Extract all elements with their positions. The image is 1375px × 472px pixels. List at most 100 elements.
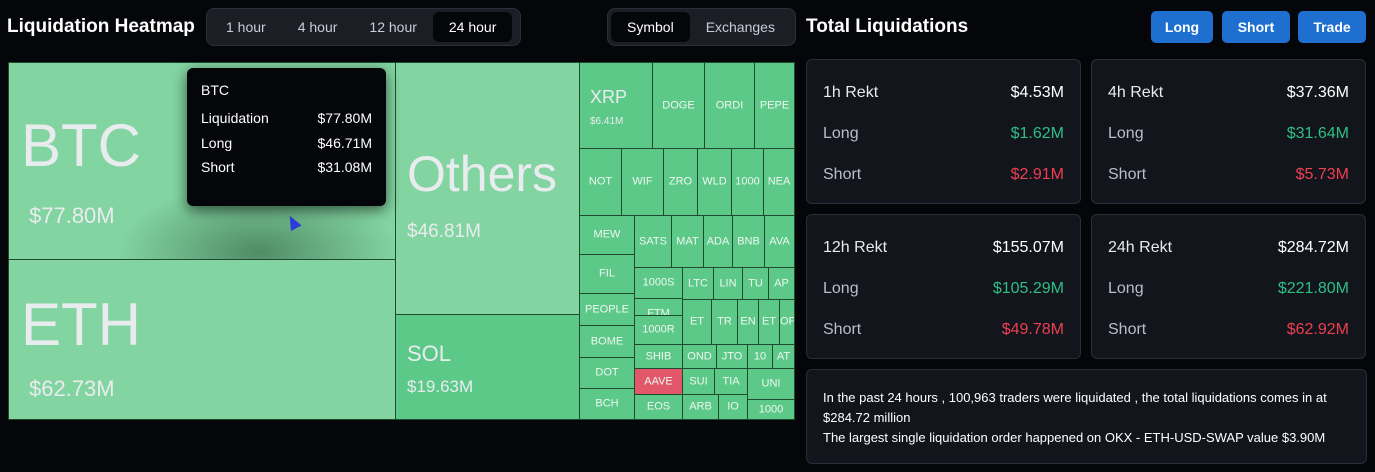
treemap-cell-pepe[interactable]: PEPE	[754, 62, 795, 149]
cell-symbol: WIF	[632, 175, 653, 188]
cell-value: $19.63M	[407, 377, 474, 396]
cell-symbol: ARB	[689, 400, 712, 413]
long-value: $31.64M	[1286, 125, 1349, 142]
treemap-cell-others[interactable]: Others $46.81M	[395, 62, 580, 315]
treemap-tooltip: BTC Liquidation $77.80M Long $46.71M Sho…	[187, 68, 386, 206]
treemap-cell-near[interactable]: NEA	[763, 148, 795, 216]
total-liquidations-title: Total Liquidations	[806, 16, 969, 37]
cell-symbol: 1000	[735, 175, 760, 188]
treemap-cell-sats[interactable]: SATS	[634, 215, 672, 268]
treemap-cell-ens[interactable]: EN	[737, 299, 759, 345]
treemap-cell-sui[interactable]: SUI	[682, 368, 715, 395]
tooltip-row-liquidation: Liquidation $77.80M	[201, 110, 372, 135]
cell-symbol: FIL	[599, 267, 615, 280]
treemap-cell-mew[interactable]: MEW	[579, 215, 635, 255]
cell-symbol: LIN	[719, 277, 737, 289]
view-option-symbol[interactable]: Symbol	[611, 12, 690, 42]
treemap-cell-wld[interactable]: WLD	[697, 148, 732, 216]
cell-symbol: SOL	[407, 341, 452, 366]
view-option-exchanges[interactable]: Exchanges	[705, 19, 775, 35]
cell-symbol: ET	[689, 315, 705, 328]
treemap-cell-bnb[interactable]: BNB	[732, 215, 765, 268]
cell-symbol: ETH	[21, 291, 141, 358]
time-option-4h[interactable]: 4 hour	[297, 19, 338, 35]
treemap-cell-aave[interactable]: AAVE	[634, 368, 683, 395]
tooltip-label: Short	[201, 159, 235, 175]
cell-symbol: AT	[776, 350, 791, 362]
treemap-cell-bch[interactable]: BCH	[579, 388, 635, 420]
summary-line-1: In the past 24 hours , 100,963 traders w…	[823, 390, 1327, 425]
treemap-cell-ordi[interactable]: ORDI	[704, 62, 755, 149]
treemap-cell-sol[interactable]: SOL $19.63M	[395, 314, 580, 420]
treemap-cell-zro[interactable]: ZRO	[663, 148, 698, 216]
card-total: $284.72M	[1277, 239, 1349, 256]
cell-symbol: SUI	[689, 375, 708, 387]
cell-symbol: EN	[740, 315, 756, 328]
time-option-1h[interactable]: 1 hour	[226, 19, 266, 35]
cell-symbol: 1000R	[642, 323, 675, 336]
cell-symbol: FTM	[647, 307, 670, 319]
long-value: $221.80M	[1277, 280, 1349, 297]
cell-symbol: OND	[687, 350, 712, 362]
treemap-cell-1000-2[interactable]: 1000	[747, 399, 795, 420]
tooltip-title: BTC	[201, 82, 229, 98]
stat-card-12h: 12h Rekt $155.07M Long $105.29M Short $49.7…	[806, 214, 1081, 359]
long-button[interactable]: Long	[1151, 11, 1213, 43]
treemap-cell-apt[interactable]: AP	[768, 267, 795, 300]
treemap-cell-op[interactable]: OP	[779, 299, 795, 345]
treemap-cell-ondo[interactable]: OND	[682, 344, 717, 369]
treemap-cell-io[interactable]: IO	[718, 394, 748, 420]
treemap-cell-avax[interactable]: AVA	[764, 215, 795, 268]
treemap-cell-arb[interactable]: ARB	[682, 394, 719, 420]
treemap-cell-tia[interactable]: TIA	[714, 368, 748, 395]
treemap-cell-eth-2[interactable]: ET	[758, 299, 780, 345]
treemap-cell-people[interactable]: PEOPLE	[579, 293, 635, 326]
treemap-cell-ltc[interactable]: LTC	[682, 267, 714, 300]
tooltip-label: Liquidation	[201, 110, 269, 126]
treemap-cell-doge[interactable]: DOGE	[652, 62, 705, 149]
treemap-cell-bome[interactable]: BOME	[579, 325, 635, 358]
treemap-cell-ada[interactable]: ADA	[703, 215, 733, 268]
treemap-cell-1000[interactable]: 1000	[731, 148, 764, 216]
cell-symbol: AAVE	[644, 375, 673, 387]
treemap-cell-wif[interactable]: WIF	[621, 148, 664, 216]
cell-symbol: 1000S	[642, 276, 675, 289]
cell-symbol: AP	[774, 277, 789, 289]
treemap-cell-uni[interactable]: UNI	[747, 368, 795, 400]
short-button[interactable]: Short	[1222, 11, 1290, 43]
tooltip-row-long: Long $46.71M	[201, 135, 372, 160]
cell-symbol: AVA	[769, 235, 790, 247]
treemap-cell-eos[interactable]: EOS	[634, 394, 683, 420]
short-label: Short	[823, 321, 862, 338]
cell-symbol: BTC	[21, 112, 141, 179]
treemap-cell-shib[interactable]: SHIB	[634, 344, 683, 369]
time-option-12h[interactable]: 12 hour	[369, 19, 417, 35]
short-value: $2.91M	[1010, 166, 1064, 183]
stat-card-1h: 1h Rekt $4.53M Long $1.62M Short $2.91M	[806, 59, 1081, 204]
treemap-cell-etc[interactable]: ET	[682, 299, 712, 345]
treemap-cell-atom[interactable]: AT	[772, 344, 795, 369]
treemap-cell-xrp[interactable]: XRP $6.41M	[579, 62, 653, 149]
liquidation-treemap: BTC $77.80M ETH $62.73M Others $46.81M S…	[8, 62, 795, 420]
treemap-cell-eth[interactable]: ETH $62.73M	[8, 259, 396, 420]
treemap-cell-tu[interactable]: TU	[742, 267, 769, 300]
treemap-cell-1000sats[interactable]: 1000S	[634, 267, 683, 299]
card-title: 4h Rekt	[1108, 84, 1164, 101]
trade-button[interactable]: Trade	[1298, 11, 1366, 43]
cell-symbol: WLD	[702, 175, 727, 188]
treemap-cell-10[interactable]: 10	[747, 344, 773, 369]
card-total: $155.07M	[992, 239, 1064, 256]
treemap-cell-link[interactable]: LIN	[713, 267, 743, 300]
time-option-24h[interactable]: 24 hour	[432, 12, 513, 42]
liquidation-summary: In the past 24 hours , 100,963 traders w…	[806, 369, 1367, 464]
treemap-cell-1000rats[interactable]: 1000R	[634, 315, 683, 345]
treemap-cell-dot[interactable]: DOT	[579, 357, 635, 389]
treemap-cell-not[interactable]: NOT	[579, 148, 622, 216]
card-total: $4.53M	[1010, 84, 1064, 101]
treemap-cell-jto[interactable]: JTO	[716, 344, 748, 369]
tooltip-value: $31.08M	[317, 159, 372, 175]
cell-symbol: EOS	[646, 400, 671, 413]
treemap-cell-matic[interactable]: MAT	[671, 215, 704, 268]
treemap-cell-fil[interactable]: FIL	[579, 254, 635, 294]
treemap-cell-trx[interactable]: TR	[711, 299, 738, 345]
